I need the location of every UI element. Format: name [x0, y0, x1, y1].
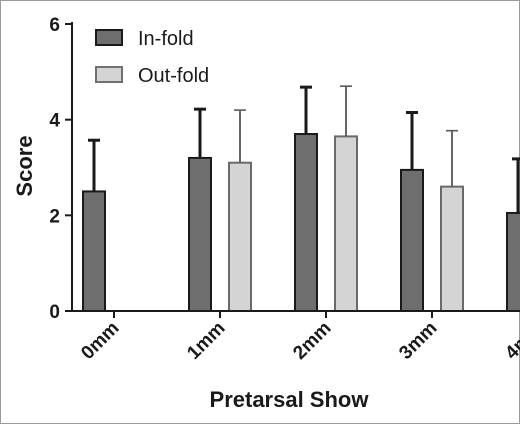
- bar-in-fold-1mm: [188, 156, 212, 312]
- x-tick-label-0mm: 0mm: [77, 318, 123, 364]
- y-tick-label-0: 0: [49, 302, 60, 323]
- legend-label-out-fold: Out-fold: [138, 65, 209, 87]
- y-axis-title: Score: [12, 135, 37, 196]
- y-tick-label-4: 4: [49, 111, 60, 132]
- x-axis-ticks: 0mm 1mm 2mm 3mm 4mm: [77, 311, 520, 364]
- bar-out-fold-3mm: [440, 185, 464, 312]
- x-tick-label-1mm: 1mm: [183, 318, 229, 364]
- chart-marks: [82, 85, 520, 313]
- legend-swatch-in-fold: [95, 29, 123, 46]
- bar-in-fold-3mm: [400, 168, 424, 312]
- x-axis-title: Pretarsal Show: [210, 387, 370, 412]
- legend-swatch-out-fold: [95, 66, 123, 83]
- y-tick-label-6: 6: [49, 15, 60, 36]
- chart-legend: In-fold Out-fold: [95, 28, 209, 87]
- y-tick-label-2: 2: [49, 206, 60, 227]
- bar-in-fold-4mm: [506, 211, 520, 312]
- y-axis-ticks: 0 2 4 6: [49, 15, 72, 323]
- bar-out-fold-1mm: [228, 161, 252, 312]
- x-tick-label-2mm: 2mm: [289, 318, 335, 364]
- x-tick-label-3mm: 3mm: [395, 318, 441, 364]
- bar-out-fold-2mm: [334, 135, 358, 312]
- x-tick-label-4mm: 4mm: [501, 318, 520, 364]
- bar-in-fold-0mm: [82, 190, 106, 313]
- legend-label-in-fold: In-fold: [138, 28, 194, 50]
- bar-in-fold-2mm: [294, 133, 318, 312]
